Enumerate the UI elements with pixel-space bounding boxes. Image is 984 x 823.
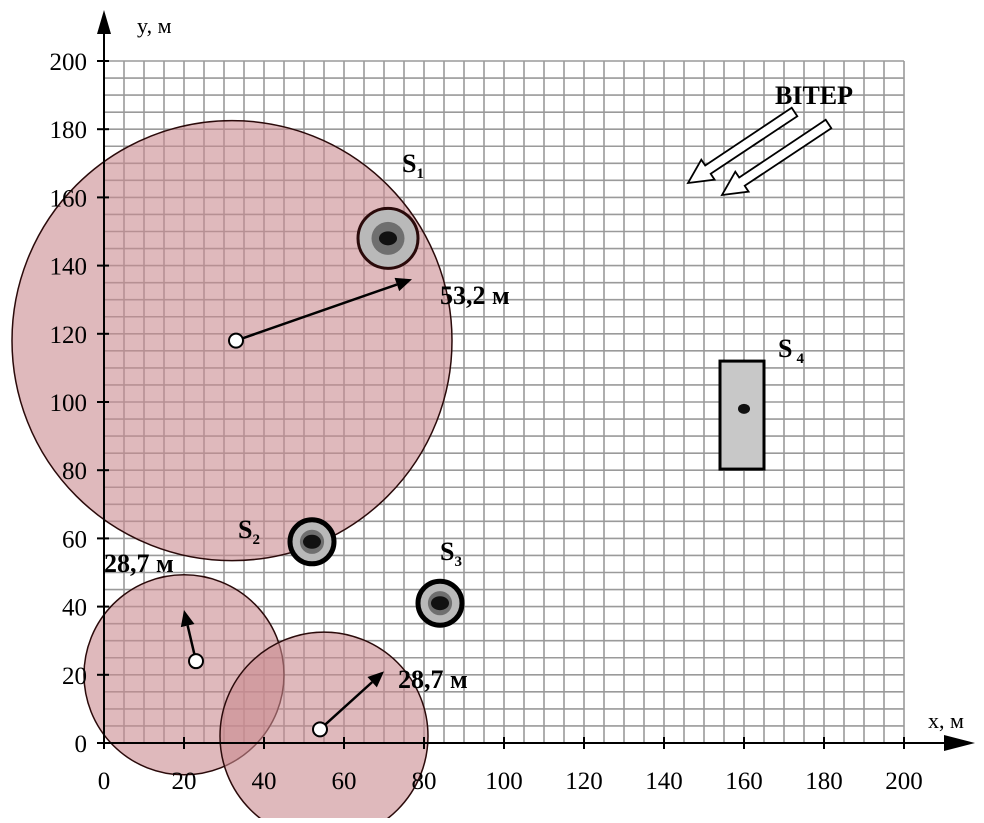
sources (287, 206, 766, 628)
x-tick-label: 180 (805, 768, 843, 795)
source-s2-label-main: S (238, 515, 252, 544)
source-s3-label: S3 (440, 537, 462, 570)
source-s2-label-sub: 2 (252, 532, 260, 548)
hazard-zones (11, 119, 453, 823)
x-axis-arrowhead (944, 735, 975, 751)
y-tick-label: 200 (50, 49, 88, 76)
x-tick-label: 120 (565, 768, 603, 795)
y-tick-label: 20 (62, 663, 87, 690)
y-tick-label: 40 (62, 595, 87, 622)
x-tick-label: 140 (645, 768, 683, 795)
source-s4 (718, 359, 766, 471)
x-tick-label: 0 (98, 768, 111, 795)
x-axis-title: x, м (928, 708, 964, 733)
y-tick-label: 120 (50, 322, 88, 349)
x-tick-label: 160 (725, 768, 763, 795)
source-s4-rect (718, 359, 766, 471)
y-tick-label: 80 (62, 458, 87, 485)
source-s1 (356, 206, 420, 270)
source-s4-label-main: S (778, 334, 792, 363)
radius-label-bottom: 28,7 м (398, 665, 468, 694)
wind-indicator: ВІТЕР (686, 81, 853, 197)
wind-label: ВІТЕР (775, 81, 853, 110)
x-tick-labels: 0 20 40 60 80 100 120 140 160 180 200 (98, 768, 923, 795)
x-tick-label: 80 (412, 768, 437, 795)
y-tick-label: 140 (50, 254, 88, 281)
wind-arrow-lower (720, 118, 833, 197)
y-tick-label: 0 (75, 731, 88, 758)
source-s4-core (738, 403, 750, 414)
y-tick-labels: 0 20 40 60 80 100 120 140 160 180 200 (50, 49, 88, 758)
source-s1-label-sub: 1 (416, 166, 424, 182)
radius-arrow-bottom (319, 681, 373, 731)
zone-center-point-bottom (312, 721, 328, 738)
radius-arrowhead-bottom (367, 671, 384, 688)
source-s3-label-main: S (440, 537, 454, 566)
y-tick-label: 100 (50, 390, 88, 417)
y-tick-label: 160 (50, 185, 88, 212)
y-axis-title: y, м (137, 13, 172, 38)
source-s2-label: S2 (238, 515, 260, 548)
x-tick-label: 40 (252, 768, 277, 795)
x-tick-label: 20 (172, 768, 197, 795)
wind-arrow-upper (686, 106, 799, 185)
radius-arrows (180, 277, 412, 738)
axes: 0 20 40 60 80 100 120 140 160 180 200 0 20 40 60 80 100… (50, 10, 975, 795)
radius-arrowhead-left (180, 610, 195, 628)
source-s1-label-main: S (402, 149, 416, 178)
x-tick-label: 60 (332, 768, 357, 795)
y-tick-label: 60 (62, 526, 87, 553)
radius-arrow-large (235, 283, 398, 342)
y-tick-label: 180 (50, 117, 88, 144)
source-s4-label-sub: 4 (796, 351, 804, 367)
y-axis-arrowhead (97, 10, 111, 34)
source-s2-core (303, 534, 321, 549)
radius-arrowhead-large (394, 277, 412, 292)
source-s1-core (379, 231, 397, 246)
x-tick-label: 200 (885, 768, 923, 795)
source-s2 (287, 517, 337, 567)
source-s3-core (431, 596, 449, 611)
source-s3 (415, 578, 465, 628)
zone-center-point-large (228, 332, 244, 349)
radius-label-left: 28,7 м (104, 549, 174, 578)
axis-ticks (97, 60, 905, 749)
x-tick-label: 100 (485, 768, 523, 795)
zone-center-point-left (188, 653, 204, 670)
source-s1-label: S1 (402, 149, 424, 182)
source-s3-label-sub: 3 (454, 554, 462, 570)
radius-label-large: 53,2 м (440, 281, 510, 310)
